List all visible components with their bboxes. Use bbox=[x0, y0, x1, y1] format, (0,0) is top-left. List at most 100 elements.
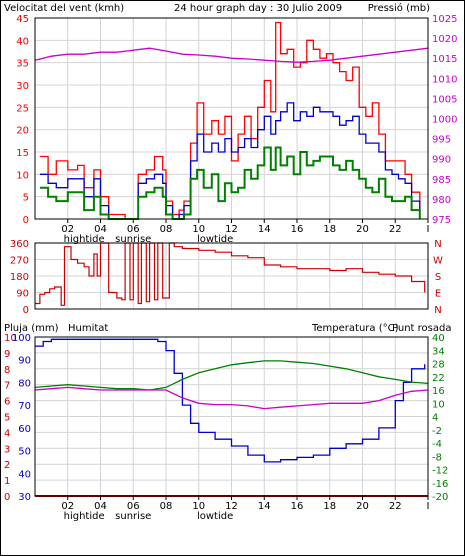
humidity-tick-label: 70 bbox=[18, 401, 31, 412]
x-tick-label: 04 bbox=[94, 224, 107, 235]
thermo-panel-grid bbox=[35, 336, 429, 497]
temperature-tick-label: -16 bbox=[432, 479, 448, 490]
rain-tick-label: 0 bbox=[4, 492, 10, 503]
rain-tick-label: 5 bbox=[4, 413, 10, 424]
x-tick-label: 10 bbox=[192, 501, 205, 512]
x-tick-label: 18 bbox=[323, 224, 336, 235]
temperature-tick-label: 34 bbox=[432, 346, 445, 357]
x-tick-label: 14 bbox=[258, 501, 271, 512]
x-annotation-hightide: hightide bbox=[64, 511, 105, 522]
x-tick-label: 22 bbox=[389, 224, 402, 235]
wind-tick-label: 45 bbox=[16, 14, 29, 25]
humidity-tick-label: 40 bbox=[18, 469, 31, 480]
rain-tick-label: 10 bbox=[4, 333, 17, 344]
direction-tick-label: 180 bbox=[10, 272, 29, 283]
x-tick-label: 12 bbox=[225, 501, 238, 512]
temperature-tick-label: -8 bbox=[432, 452, 442, 463]
temperature-axis-label: Temperatura (°C) bbox=[311, 323, 399, 334]
pressure-tick-label: 995 bbox=[432, 135, 451, 146]
x-annotation-sunrise: sunrise bbox=[115, 234, 151, 245]
x-tick-label: 06 bbox=[127, 501, 140, 512]
pressure-tick-label: 975 bbox=[432, 215, 451, 226]
x-tick-label: 14 bbox=[258, 224, 271, 235]
x-tick-label: 18 bbox=[323, 501, 336, 512]
wind-tick-label: 10 bbox=[16, 170, 29, 181]
x-annotation-lowtide: lowtide bbox=[197, 511, 233, 522]
pressure-tick-label: 1005 bbox=[432, 94, 457, 105]
x-annotation-lowtide: lowtide bbox=[197, 234, 233, 245]
temperature-tick-label: -4 bbox=[432, 439, 442, 450]
x-tick-label: 08 bbox=[160, 224, 173, 235]
wind-tick-label: 30 bbox=[16, 81, 29, 92]
series-temperature bbox=[34, 360, 429, 391]
rain-tick-label: 2 bbox=[4, 460, 10, 471]
series-pressure bbox=[34, 47, 429, 63]
x-annotation-hightide: hightide bbox=[64, 234, 105, 245]
x-tick-label: 12 bbox=[225, 224, 238, 235]
x-tick-label: 10 bbox=[192, 224, 205, 235]
temperature-tick-label: -20 bbox=[432, 492, 448, 503]
wind-axis-ticks: 0 5 10 15 20 25 30 35 40 45 bbox=[16, 14, 29, 226]
rain-tick-label: 9 bbox=[4, 349, 10, 360]
rain-humidity-axis-ticks: 0 1 2 3 4 5 6 7 8 9 10 30 40 50 60 70 80 90 100 bbox=[4, 333, 31, 503]
wind-tick-label: 25 bbox=[16, 103, 29, 114]
temperature-tick-label: 22 bbox=[432, 373, 445, 384]
x-tick-label: 02 bbox=[61, 224, 74, 235]
rain-tick-label: 6 bbox=[4, 397, 10, 408]
humidity-axis-label: Humitat bbox=[68, 323, 108, 334]
compass-label-S: S bbox=[435, 272, 441, 283]
pressure-tick-label: 980 bbox=[432, 195, 451, 206]
humidity-tick-label: 30 bbox=[18, 492, 31, 503]
temperature-tick-label: 16 bbox=[432, 386, 445, 397]
x-tick-label: 02 bbox=[61, 501, 74, 512]
x-tick-label: I bbox=[427, 224, 430, 235]
humidity-tick-label: 90 bbox=[18, 356, 31, 367]
wind-tick-label: 40 bbox=[16, 36, 29, 47]
wind-axis-label: Velocitat del vent (kmh) bbox=[4, 3, 124, 14]
x-tick-label: 20 bbox=[356, 501, 369, 512]
rain-tick-label: 8 bbox=[4, 365, 10, 376]
direction-tick-label: 0 bbox=[23, 305, 29, 316]
pressure-tick-label: 1015 bbox=[432, 54, 457, 65]
series-gust bbox=[39, 21, 421, 220]
dewpoint-axis-label: Punt rosada bbox=[392, 323, 451, 334]
pressure-axis-ticks: 975 980 985 990 995 1000 1005 1010 1015 1020 1025 bbox=[432, 14, 457, 226]
x-tick-label: I bbox=[427, 501, 430, 512]
chart-title: 24 hour graph day : 30 Julio 2009 bbox=[174, 3, 342, 14]
compass-label-N: N bbox=[434, 305, 441, 316]
x-tick-label: 20 bbox=[356, 224, 369, 235]
temperature-tick-label: -12 bbox=[432, 466, 448, 477]
wind-tick-label: 20 bbox=[16, 126, 29, 137]
rain-axis-label: Pluja (mm) bbox=[4, 323, 59, 334]
x-tick-label: 04 bbox=[94, 501, 107, 512]
x-tick-label: 22 bbox=[389, 501, 402, 512]
rain-tick-label: 3 bbox=[4, 444, 10, 455]
direction-panel-frame bbox=[34, 242, 429, 310]
temperature-tick-label: 28 bbox=[432, 360, 445, 371]
wind-tick-label: 35 bbox=[16, 59, 29, 70]
pressure-tick-label: 1020 bbox=[432, 34, 457, 45]
series-direction bbox=[35, 242, 426, 306]
direction-tick-label: 360 bbox=[10, 239, 29, 250]
series-humidity bbox=[35, 338, 426, 463]
wind-tick-label: 0 bbox=[23, 215, 29, 226]
x-tick-label: 16 bbox=[291, 224, 304, 235]
pressure-axis-label: Pressió (mb) bbox=[368, 2, 430, 14]
rain-tick-label: 4 bbox=[4, 428, 10, 439]
direction-axis-ticks: 0 90 180 270 360 bbox=[10, 239, 29, 316]
rain-tick-label: 1 bbox=[4, 476, 10, 487]
temperature-axis-ticks: -20 -16 -12 -8 -4 -2 4 10 16 22 28 34 40 bbox=[432, 333, 448, 503]
temperature-tick-label: -2 bbox=[432, 426, 442, 437]
pressure-tick-label: 1025 bbox=[432, 14, 457, 25]
compass-label-E: E bbox=[435, 289, 441, 300]
x-tick-label: 06 bbox=[127, 224, 140, 235]
compass-label-N: N bbox=[434, 239, 441, 250]
direction-tick-label: 90 bbox=[16, 289, 29, 300]
pressure-tick-label: 990 bbox=[432, 155, 451, 166]
x-tick-label: 16 bbox=[291, 501, 304, 512]
